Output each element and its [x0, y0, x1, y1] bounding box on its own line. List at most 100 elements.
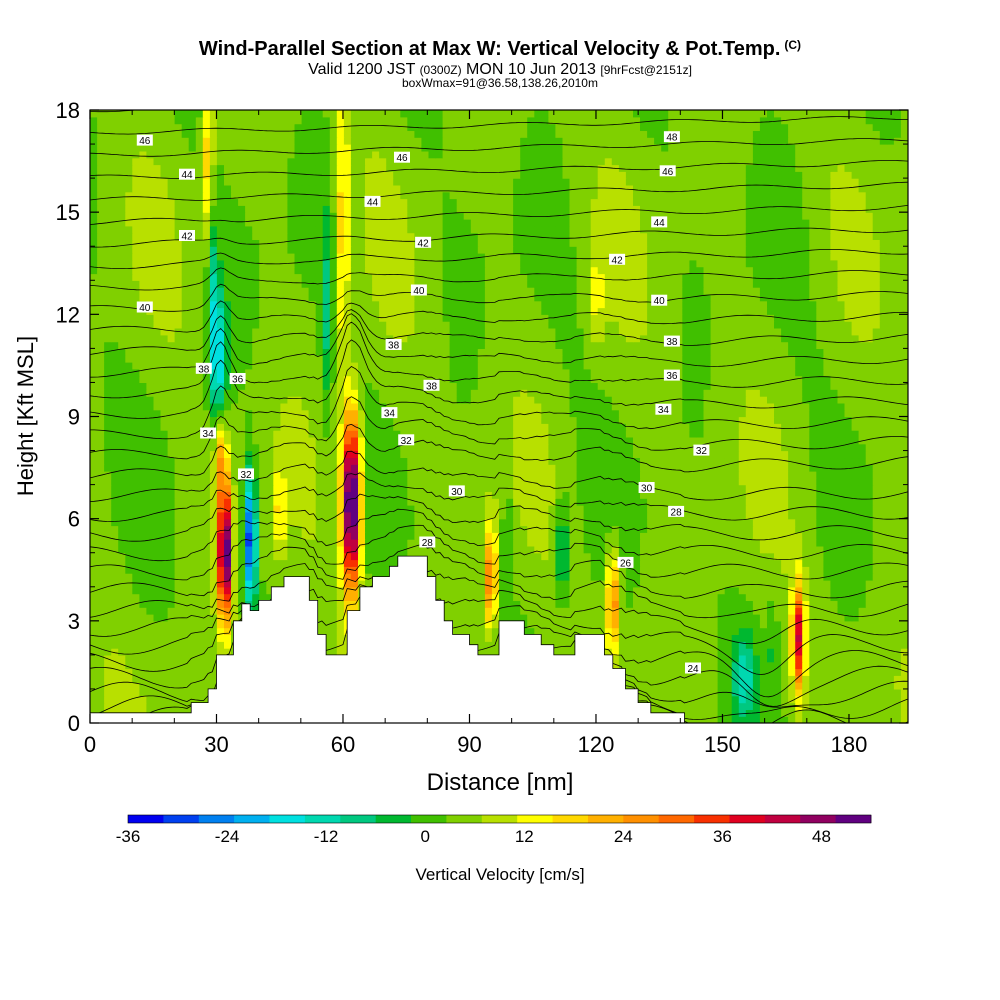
- w-cell: [788, 457, 796, 465]
- w-cell: [717, 641, 726, 649]
- w-cell: [830, 573, 839, 581]
- w-cell: [442, 450, 451, 459]
- w-cell: [851, 525, 860, 533]
- w-cell: [647, 654, 655, 663]
- w-cell: [647, 695, 655, 704]
- w-cell: [463, 539, 472, 547]
- w-cell: [759, 505, 768, 513]
- w-cell: [365, 471, 373, 479]
- w-cell: [442, 464, 451, 472]
- w-cell: [717, 511, 726, 520]
- w-cell: [372, 430, 380, 438]
- w-cell: [872, 430, 881, 438]
- w-cell: [491, 600, 500, 608]
- w-cell: [209, 586, 218, 595]
- w-cell: [837, 518, 846, 527]
- w-cell: [139, 682, 148, 690]
- w-cell: [802, 545, 810, 554]
- w-cell: [259, 559, 267, 567]
- w-cell: [893, 566, 902, 574]
- w-cell: [470, 505, 479, 513]
- w-cell: [661, 600, 669, 608]
- w-cell: [858, 641, 867, 649]
- w-cell: [717, 675, 726, 683]
- w-cell: [548, 518, 557, 527]
- w-cell: [534, 627, 542, 636]
- w-cell: [823, 532, 832, 540]
- w-cell: [555, 443, 564, 452]
- w-cell: [231, 532, 239, 540]
- w-cell: [470, 573, 479, 581]
- w-cell: [654, 688, 662, 697]
- w-cell: [209, 450, 218, 459]
- w-cell: [654, 498, 662, 506]
- w-cell: [111, 695, 119, 704]
- w-cell: [125, 648, 133, 656]
- w-cell: [513, 450, 521, 459]
- w-cell: [802, 471, 810, 479]
- w-cell: [224, 552, 232, 561]
- w-cell: [280, 430, 289, 438]
- w-cell: [174, 620, 183, 629]
- w-cell: [329, 586, 338, 595]
- w-cell: [731, 620, 740, 629]
- w-cell: [287, 464, 296, 472]
- w-cell: [731, 573, 740, 581]
- w-cell: [858, 559, 867, 567]
- w-cell: [781, 566, 789, 574]
- w-cell: [181, 484, 190, 493]
- w-cell: [125, 573, 133, 581]
- w-cell: [900, 586, 908, 595]
- w-cell: [252, 505, 260, 513]
- w-cell: [562, 477, 571, 486]
- w-cell: [541, 552, 549, 561]
- w-cell: [759, 661, 768, 670]
- w-cell: [216, 545, 225, 554]
- w-cell: [724, 518, 733, 527]
- w-cell: [548, 491, 557, 499]
- w-cell: [125, 566, 133, 574]
- w-cell: [188, 505, 197, 513]
- w-cell: [823, 654, 832, 663]
- w-cell: [202, 471, 211, 479]
- w-cell: [661, 471, 669, 479]
- w-cell: [745, 471, 754, 479]
- w-cell: [816, 518, 824, 527]
- w-cell: [132, 580, 140, 588]
- w-cell: [654, 539, 662, 547]
- w-cell: [731, 607, 740, 615]
- w-cell: [541, 484, 549, 493]
- w-cell: [604, 641, 613, 649]
- w-cell: [576, 525, 585, 533]
- w-cell: [195, 484, 204, 493]
- w-cell: [809, 682, 817, 690]
- w-cell: [703, 607, 712, 615]
- w-cell: [872, 675, 881, 683]
- w-cell: [809, 566, 817, 574]
- w-cell: [689, 484, 698, 493]
- w-cell: [513, 457, 521, 465]
- w-cell: [752, 634, 761, 642]
- w-cell: [195, 539, 204, 547]
- w-cell: [668, 675, 676, 683]
- w-cell: [647, 464, 655, 472]
- w-cell: [393, 505, 401, 513]
- w-cell: [195, 668, 204, 676]
- w-cell: [477, 586, 486, 595]
- w-cell: [195, 654, 204, 663]
- w-cell: [499, 580, 507, 588]
- w-cell: [618, 505, 627, 513]
- w-cell: [421, 498, 430, 506]
- w-cell: [738, 614, 747, 622]
- w-cell: [449, 498, 458, 506]
- w-cell: [703, 477, 712, 486]
- w-cell: [668, 498, 676, 506]
- w-cell: [160, 634, 169, 642]
- w-cell: [280, 566, 289, 574]
- w-cell: [97, 464, 105, 472]
- w-cell: [809, 641, 817, 649]
- w-cell: [216, 457, 225, 465]
- w-cell: [774, 586, 782, 595]
- w-cell: [837, 559, 846, 567]
- w-cell: [491, 491, 500, 499]
